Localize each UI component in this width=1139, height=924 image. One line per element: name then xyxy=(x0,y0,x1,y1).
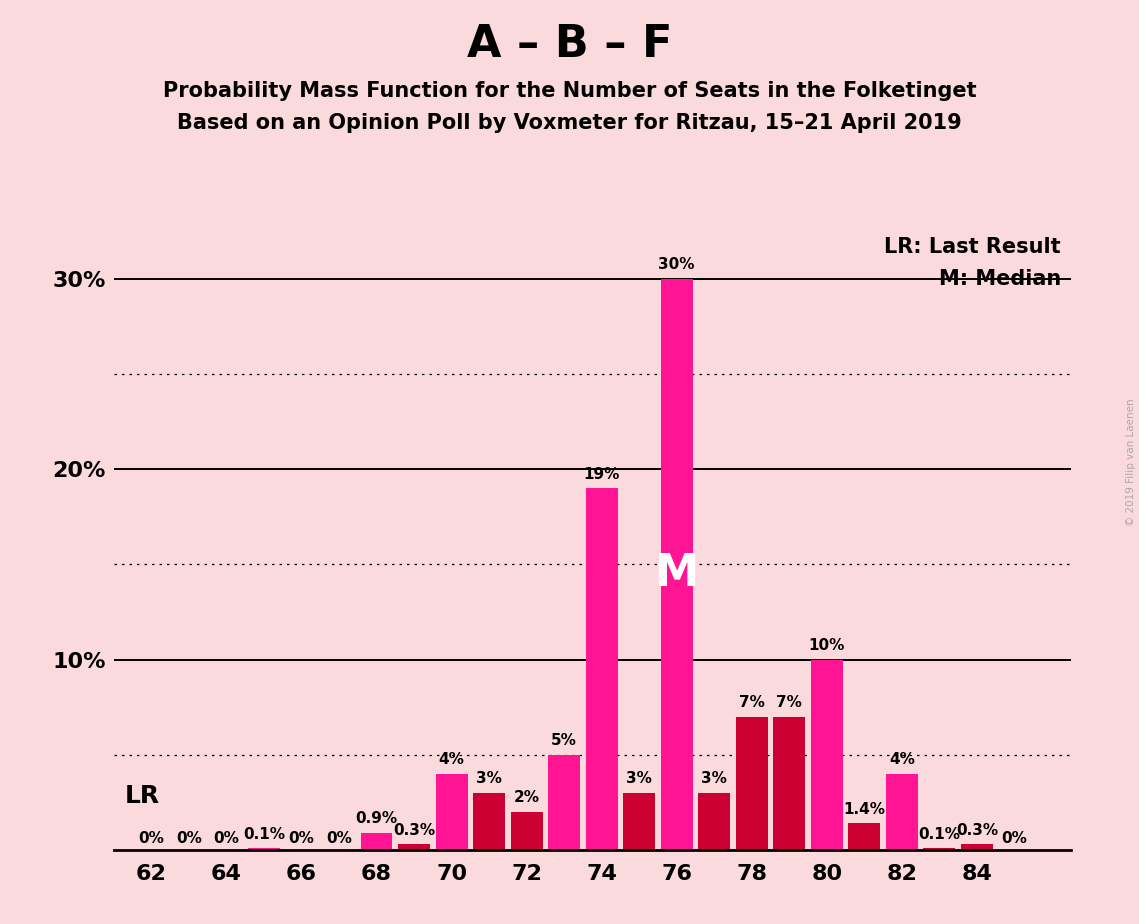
Bar xyxy=(849,823,880,850)
Text: 0%: 0% xyxy=(139,832,164,846)
Bar xyxy=(961,845,993,850)
Text: 0.1%: 0.1% xyxy=(918,826,960,842)
Text: 0%: 0% xyxy=(288,832,314,846)
Bar xyxy=(623,793,655,850)
Text: 0.3%: 0.3% xyxy=(393,822,435,838)
Bar xyxy=(399,845,431,850)
Bar xyxy=(811,660,843,850)
Bar xyxy=(698,793,730,850)
Text: M: Median: M: Median xyxy=(939,269,1062,289)
Text: 4%: 4% xyxy=(888,752,915,767)
Bar xyxy=(248,848,280,850)
Text: M: M xyxy=(655,553,699,595)
Text: 2%: 2% xyxy=(514,790,540,806)
Text: Based on an Opinion Poll by Voxmeter for Ritzau, 15–21 April 2019: Based on an Opinion Poll by Voxmeter for… xyxy=(178,113,961,133)
Text: 1.4%: 1.4% xyxy=(843,802,885,817)
Bar xyxy=(736,717,768,850)
Bar xyxy=(585,488,617,850)
Text: 0%: 0% xyxy=(213,832,239,846)
Text: Probability Mass Function for the Number of Seats in the Folketinget: Probability Mass Function for the Number… xyxy=(163,81,976,102)
Text: 3%: 3% xyxy=(476,772,502,786)
Bar xyxy=(435,774,467,850)
Bar xyxy=(548,755,580,850)
Text: 7%: 7% xyxy=(739,695,764,711)
Text: 4%: 4% xyxy=(439,752,465,767)
Text: 5%: 5% xyxy=(551,734,577,748)
Text: 3%: 3% xyxy=(702,772,727,786)
Text: 0%: 0% xyxy=(326,832,352,846)
Bar xyxy=(361,833,393,850)
Bar xyxy=(773,717,805,850)
Text: 0%: 0% xyxy=(177,832,202,846)
Text: 0.3%: 0.3% xyxy=(956,822,998,838)
Text: 10%: 10% xyxy=(809,638,845,653)
Text: 3%: 3% xyxy=(626,772,653,786)
Bar xyxy=(661,279,693,850)
Text: © 2019 Filip van Laenen: © 2019 Filip van Laenen xyxy=(1126,398,1136,526)
Text: 0.9%: 0.9% xyxy=(355,811,398,826)
Text: 7%: 7% xyxy=(777,695,802,711)
Text: 30%: 30% xyxy=(658,257,695,273)
Bar xyxy=(473,793,505,850)
Bar xyxy=(924,848,956,850)
Bar xyxy=(886,774,918,850)
Text: A – B – F: A – B – F xyxy=(467,23,672,67)
Bar xyxy=(510,812,542,850)
Text: 0%: 0% xyxy=(1001,832,1027,846)
Text: 0.1%: 0.1% xyxy=(243,826,285,842)
Text: LR: Last Result: LR: Last Result xyxy=(885,237,1062,258)
Text: LR: LR xyxy=(125,784,161,808)
Text: 19%: 19% xyxy=(583,467,620,481)
